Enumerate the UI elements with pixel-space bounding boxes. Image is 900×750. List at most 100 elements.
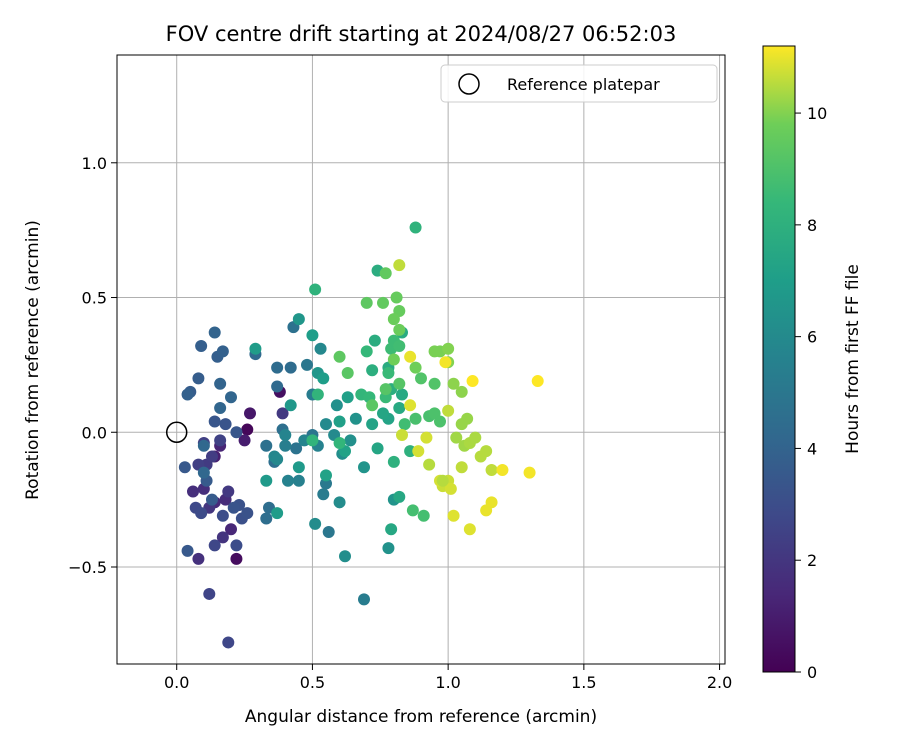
data-point (214, 434, 227, 447)
data-point (366, 399, 379, 412)
data-point (214, 402, 227, 415)
data-point (309, 283, 322, 296)
legend-label: Reference platepar (507, 75, 660, 94)
data-point (358, 461, 370, 474)
data-point (214, 377, 227, 390)
data-point (455, 385, 468, 398)
data-point (409, 361, 422, 374)
data-point (292, 474, 305, 487)
data-point (485, 496, 498, 509)
data-point (398, 418, 411, 431)
data-point (301, 358, 313, 371)
data-point (420, 431, 433, 444)
data-point (450, 431, 463, 444)
data-point (396, 428, 408, 441)
data-point (455, 461, 468, 474)
data-point (241, 507, 254, 520)
data-point (455, 418, 468, 431)
data-point (393, 490, 406, 503)
x-tick-label: 1.5 (571, 673, 596, 692)
data-point (284, 361, 297, 374)
data-point (197, 439, 210, 452)
legend-marker-icon (458, 73, 480, 95)
data-point (333, 350, 346, 363)
data-point (178, 461, 191, 474)
data-point (404, 399, 417, 412)
data-point (225, 391, 237, 404)
data-point (320, 418, 332, 431)
data-point (360, 345, 373, 358)
data-point (203, 587, 216, 600)
data-point (192, 552, 205, 565)
plot-frame (116, 54, 726, 665)
data-point (225, 523, 237, 536)
data-point (393, 377, 406, 390)
data-point (238, 434, 251, 447)
data-point (382, 366, 395, 379)
x-tick-label: 0.0 (164, 673, 189, 692)
data-point (195, 340, 208, 353)
data-point (393, 259, 406, 272)
data-point (271, 380, 284, 393)
y-axis-label: Rotation from reference (arcmin) (23, 220, 43, 500)
data-point (208, 415, 221, 428)
colorbar-tick-label: 10 (807, 104, 827, 123)
data-point (276, 407, 289, 420)
data-point (311, 388, 324, 401)
data-point (230, 552, 243, 565)
data-point (387, 313, 400, 326)
data-point (216, 531, 229, 544)
data-point (230, 539, 243, 552)
y-tick-label: 0.5 (82, 289, 107, 308)
data-point (333, 437, 346, 450)
data-point (339, 550, 351, 563)
data-point (330, 399, 343, 412)
data-point (219, 418, 232, 431)
data-point (333, 415, 346, 428)
data-point (379, 267, 392, 280)
data-point (279, 428, 292, 441)
data-point (341, 366, 354, 379)
data-point (249, 342, 262, 355)
data-point (382, 542, 395, 555)
data-point (279, 439, 292, 452)
data-point (260, 474, 273, 487)
data-point (292, 461, 305, 474)
data-point (306, 434, 319, 447)
data-point (208, 326, 221, 339)
data-point (385, 523, 398, 536)
data-point (368, 334, 381, 347)
legend-box (440, 64, 718, 103)
data-point (192, 372, 205, 385)
data-point (415, 372, 427, 385)
chart-title: FOV centre drift starting at 2024/08/27 … (166, 22, 677, 46)
data-point (341, 391, 354, 404)
data-point (417, 509, 430, 522)
data-point (442, 404, 455, 417)
data-point (523, 466, 536, 479)
data-point (406, 504, 419, 517)
data-point (206, 493, 218, 506)
colorbar-tick-label: 2 (807, 551, 817, 570)
data-point (317, 372, 330, 385)
data-point (358, 593, 370, 606)
data-point (412, 445, 425, 458)
colorbar (762, 45, 796, 673)
colorbar-tick-label: 6 (807, 328, 817, 347)
data-point (434, 415, 446, 428)
reference-marker (165, 421, 188, 444)
data-point (333, 496, 346, 509)
data-point (439, 356, 452, 369)
data-point (377, 407, 389, 420)
data-point (393, 402, 406, 415)
data-point (244, 407, 256, 420)
data-point (197, 466, 210, 479)
data-point (469, 431, 482, 444)
data-point (366, 418, 379, 431)
data-point (387, 353, 400, 366)
y-tick-label: −0.5 (68, 558, 107, 577)
data-point (227, 501, 240, 514)
data-point (271, 453, 284, 466)
data-point (320, 469, 332, 482)
